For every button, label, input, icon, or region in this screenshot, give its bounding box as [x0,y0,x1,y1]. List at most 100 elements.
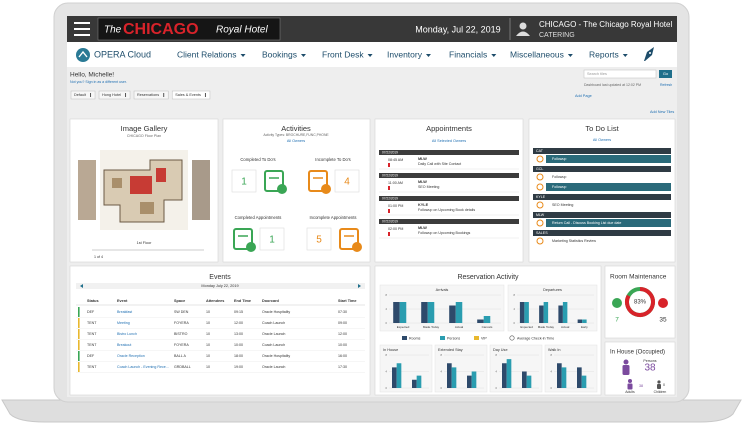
todo-item-bar[interactable] [546,237,671,245]
tab-menu-icon[interactable] [125,93,127,97]
nav-menu[interactable]: Reports [589,49,619,59]
y-tick-label: 4 [495,369,497,373]
todo-status-icon[interactable] [536,183,544,191]
todo-item-bar[interactable] [546,183,671,191]
appointment-text[interactable]: Daily Call with Site Contact [418,162,461,166]
appointment-text[interactable]: Followup on Upcoming Bookings [418,231,471,235]
bar [581,375,587,388]
refresh-link[interactable]: Refresh [660,83,672,87]
todo-item[interactable]: Followup [552,175,566,179]
business-date: Monday, Jul 22, 2019 [415,24,500,34]
bar [502,363,507,388]
add-page-link[interactable]: Add Page [575,94,592,98]
nav-menu[interactable]: Inventory [387,49,423,59]
todo-item-bar[interactable] [546,155,671,163]
table-cell: Oracle Hospitality [262,310,290,314]
owner-filter[interactable]: All Owners [287,139,305,143]
tab-label[interactable]: Default [74,93,87,97]
nav-menu[interactable]: Financials [449,49,487,59]
search-placeholder: Search tiles [587,72,607,76]
todo-item-bar[interactable] [546,201,671,209]
todo-item-bar[interactable] [546,173,671,181]
search-box[interactable] [583,69,657,79]
table-cell[interactable]: Coach Launch - Evening Rece... [117,365,169,369]
dashboard-tab[interactable] [98,90,131,100]
chart-title: Extended Stay [438,348,463,352]
table-cell[interactable]: Breakfast [117,310,132,314]
rocket-icon[interactable] [644,47,654,61]
appointment-owner: MLW [418,157,427,161]
dashboard-tab[interactable] [171,90,211,100]
status-stripe [78,307,80,317]
activity-count[interactable]: 5 [316,235,322,246]
dashboard-tab[interactable] [133,90,169,100]
nav-menu[interactable]: Client Relations [177,49,237,59]
tab-menu-icon[interactable] [163,93,165,97]
y-tick-label: 8 [513,293,515,297]
tab-label[interactable]: Hong Hotel [102,93,121,97]
todo-group: KYLE [536,195,546,199]
activity-label: Incomplete Appointments [309,215,356,220]
table-cell[interactable]: Bistro Lunch [117,332,137,336]
y-tick-label: 4 [385,369,387,373]
column-header: Space [174,299,185,303]
tab-label[interactable]: Reservations [137,93,159,97]
todo-status-icon[interactable] [536,173,544,181]
nav-menu[interactable]: Bookings [262,49,297,59]
switch-user-link[interactable]: Not you? Sign in as a different user. [70,80,127,84]
user-icon[interactable] [516,22,530,37]
activity-count[interactable]: 1 [269,235,275,246]
appointment-date: 07/22/2019 [382,196,398,200]
add-tiles-link[interactable]: Add New Tiles [650,110,674,114]
todo-item[interactable]: Followup [552,157,566,161]
tile-title: In House (Occupied) [610,350,665,356]
tab-menu-icon[interactable] [204,93,206,97]
dropdown-caret [300,54,306,57]
nav-menu[interactable]: Miscellaneous [510,49,564,59]
chart-title: In House [383,348,398,352]
mini-chart [434,344,488,393]
table-cell: SW DEN [174,310,189,314]
date-selector [76,283,365,289]
activity-icon [264,170,284,192]
table-cell[interactable]: Oracle Reception [117,354,145,358]
in-house-tile [604,341,676,396]
tile-subtitle: CHICAGO Floor Plan [127,134,161,138]
brand-name[interactable]: OPERA Cloud [94,49,151,59]
appointment-text[interactable]: SEO Meeting [418,185,439,189]
todo-status-icon[interactable] [536,201,544,209]
activity-count[interactable]: 1 [241,177,247,188]
dirty-icon [658,298,668,308]
appointment-text[interactable]: Followup on Upcoming Book details [418,208,475,212]
bar [396,363,402,388]
owner-filter[interactable]: All Owners [593,138,611,142]
dropdown-caret [622,54,628,57]
todo-status-icon[interactable] [536,155,544,163]
go-button[interactable] [659,70,672,78]
todo-item-bar[interactable] [546,219,671,227]
last-updated: Dashboard last updated at 12:02 PM [584,83,641,87]
table-cell: DEF [87,310,95,314]
tab-label[interactable]: Sales & Events [175,93,201,97]
nav-menu[interactable]: Front Desk [322,49,364,59]
tab-menu-icon[interactable] [90,93,92,97]
status-stripe [78,362,80,372]
persons-count: 38 [644,363,656,374]
todo-status-icon[interactable] [536,237,544,245]
activity-count[interactable]: 4 [344,177,350,188]
todo-item[interactable]: Return Call - Discuss Booking List due d… [552,221,621,225]
owner-filter[interactable]: All Selected Owners [432,139,466,143]
activity-icon [308,170,328,192]
todo-item[interactable]: Followup [552,185,566,189]
appointment-owner: MLW [418,226,427,230]
table-cell[interactable]: Breakout [117,343,131,347]
y-tick-label: 4 [513,307,515,311]
todo-item[interactable]: SEO Meeting [552,203,573,207]
todo-status-icon[interactable] [536,219,544,227]
todo-item[interactable]: Marketing Statistics Review [552,239,596,243]
bar [477,319,484,323]
menu-button[interactable] [74,22,90,36]
property-name[interactable]: CHICAGO - The Chicago Royal Hotel [539,20,672,29]
dashboard-tab[interactable] [70,90,96,100]
table-cell[interactable]: Meeting [117,321,130,325]
